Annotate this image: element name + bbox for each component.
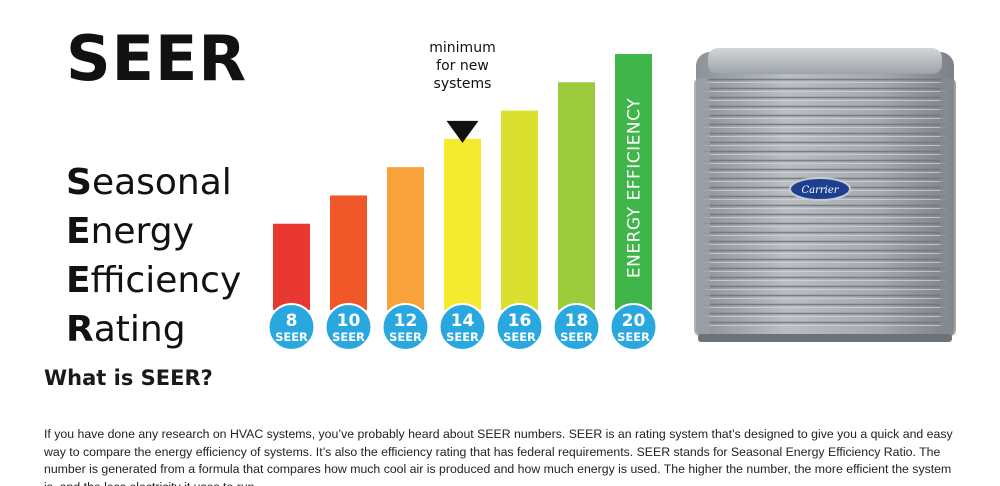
badge-unit-8: SEER [275,330,308,344]
acronym-list: Seasonal Energy Efficiency Rating [66,158,241,354]
badge-unit-16: SEER [503,330,536,344]
bar-8 [273,223,310,310]
carrier-logo-badge [789,177,851,201]
page-title: SEER [66,22,248,95]
annotation-line-2: systems [434,76,492,92]
badge-10 [324,303,373,350]
acronym-line-rating: Rating [66,309,186,350]
carrier-logo-text: Carrier [801,185,839,196]
ac-unit-image: Carrier [690,48,960,348]
badge-20 [609,303,658,350]
badge-value-10: 10 [337,311,361,331]
bar-16 [501,110,538,310]
annotation-arrow [446,120,479,143]
bar-10 [330,195,367,310]
ac-condenser-illustration: Carrier [694,48,956,342]
annotation-line-0: minimum [429,40,495,56]
badge-16 [495,303,544,350]
bar-12 [387,167,424,310]
badge-value-20: 20 [622,311,646,331]
unit-top-cap [708,48,942,74]
badge-12 [381,303,430,350]
acronym-line-efficiency: Efficiency [66,260,242,301]
badge-14 [438,303,487,350]
bar-18 [558,82,595,311]
acronym-line-energy: Energy [66,211,194,252]
annotation-line-1: for new [436,58,489,74]
badge-value-12: 12 [394,311,418,331]
badge-18 [552,303,601,350]
badge-unit-20: SEER [617,330,650,344]
badge-unit-10: SEER [332,330,365,344]
badge-value-14: 14 [451,311,475,331]
bar-14 [444,138,481,310]
badge-unit-14: SEER [446,330,479,344]
section-heading: What is SEER? [44,366,213,390]
acronym-line-seasonal: Seasonal [66,162,232,203]
bar-20 [615,54,652,310]
badge-unit-18: SEER [560,330,593,344]
badge-value-8: 8 [286,311,298,331]
badge-8 [267,303,316,350]
badge-unit-12: SEER [389,330,422,344]
description-paragraph: If you have done any research on HVAC sy… [44,427,953,486]
unit-grille [704,78,946,328]
bar-label-energy-efficiency: ENERGY EFFICIENCY [625,98,645,278]
seer-bar-chart: 8 SEER 10 SEER 12 SEER 14 SEER minimum for new sys… [260,30,670,350]
badge-value-16: 16 [508,311,532,331]
badge-value-18: 18 [565,311,589,331]
